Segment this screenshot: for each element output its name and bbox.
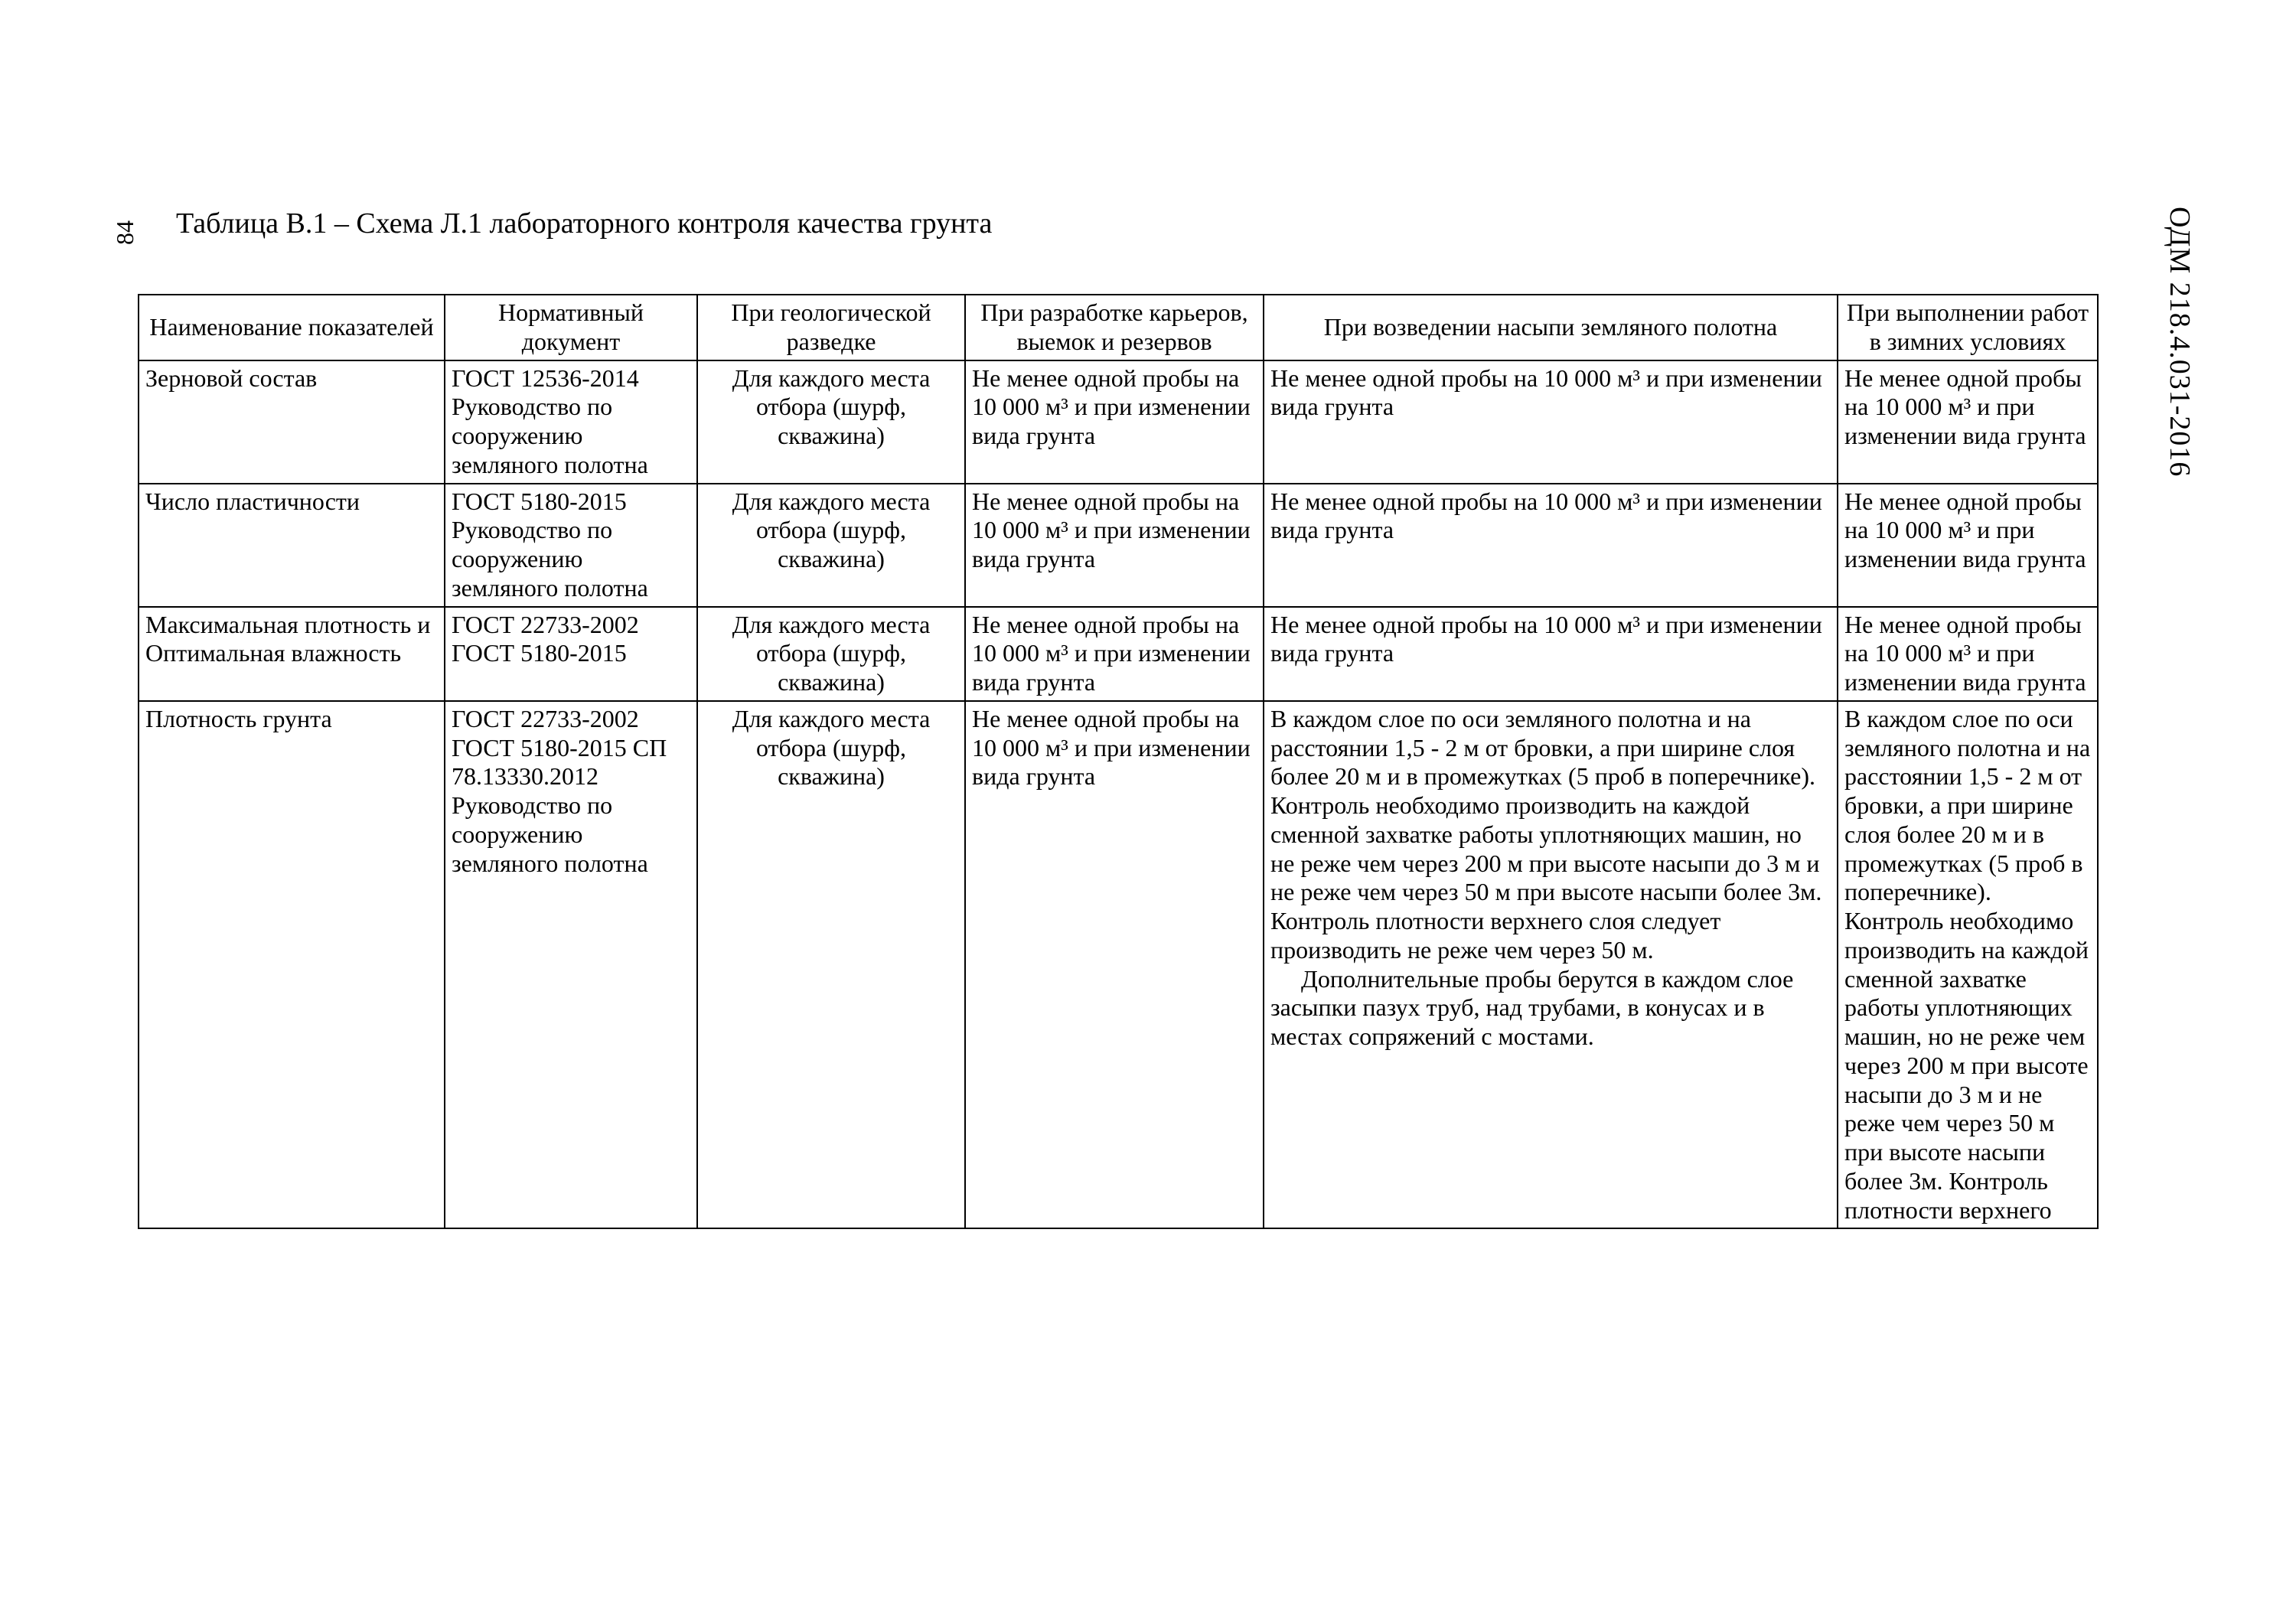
col-header-winter: При выполнении работ в зимних условиях <box>1838 295 2098 360</box>
table-row: Зерновой состав ГОСТ 12536-2014 Руководс… <box>139 360 2098 484</box>
cell-name: Число пластичности <box>139 484 445 607</box>
page-content: Таблица В.1 – Схема Л.1 лабораторного ко… <box>138 207 2112 1229</box>
cell-normdoc: ГОСТ 22733-2002 ГОСТ 5180-2015 СП 78.133… <box>445 701 697 1229</box>
cell-name: Плотность грунта <box>139 701 445 1229</box>
cell-quarry: Не менее одной пробы на 10 000 м³ и при … <box>965 484 1264 607</box>
table-row: Число пластичности ГОСТ 5180-2015 Руково… <box>139 484 2098 607</box>
table-title: Таблица В.1 – Схема Л.1 лабораторного ко… <box>176 207 2112 240</box>
col-header-embankment: При возведении насыпи земляного полотна <box>1264 295 1838 360</box>
page-number: 84 <box>111 220 139 245</box>
quality-control-table: Наименование показателей Нормативный док… <box>138 294 2099 1229</box>
col-header-name: Наименование показателей <box>139 295 445 360</box>
table-row: Плотность грунта ГОСТ 22733-2002 ГОСТ 51… <box>139 701 2098 1229</box>
cell-embankment: Не менее одной пробы на 10 000 м³ и при … <box>1264 607 1838 701</box>
cell-embankment-p2: Дополнительные пробы берутся в каждом сл… <box>1270 965 1831 1052</box>
document-id: ОДМ 218.4.031-2016 <box>2163 207 2197 477</box>
cell-quarry: Не менее одной пробы на 10 000 м³ и при … <box>965 607 1264 701</box>
col-header-normdoc: Нормативный документ <box>445 295 697 360</box>
cell-quarry: Не менее одной пробы на 10 000 м³ и при … <box>965 701 1264 1229</box>
cell-normdoc: ГОСТ 22733-2002 ГОСТ 5180-2015 <box>445 607 697 701</box>
cell-embankment: В каждом слое по оси земляного полотна и… <box>1264 701 1838 1229</box>
col-header-geo: При геологической разведке <box>697 295 965 360</box>
cell-name: Зерновой состав <box>139 360 445 484</box>
col-header-quarry: При разработке карьеров, выемок и резерв… <box>965 295 1264 360</box>
cell-geo: Для каждого места отбора (шурф, скважина… <box>697 607 965 701</box>
cell-name: Максимальная плотность и Оптимальная вла… <box>139 607 445 701</box>
cell-winter: Не менее одной пробы на 10 000 м³ и при … <box>1838 484 2098 607</box>
cell-winter: Не менее одной пробы на 10 000 м³ и при … <box>1838 360 2098 484</box>
cell-winter: В каждом слое по оси земляного полотна и… <box>1838 701 2098 1229</box>
table-row: Максимальная плотность и Оптимальная вла… <box>139 607 2098 701</box>
cell-geo: Для каждого места отбора (шурф, скважина… <box>697 360 965 484</box>
cell-winter: Не менее одной пробы на 10 000 м³ и при … <box>1838 607 2098 701</box>
cell-geo: Для каждого места отбора (шурф, скважина… <box>697 701 965 1229</box>
cell-geo: Для каждого места отбора (шурф, скважина… <box>697 484 965 607</box>
cell-embankment-p1: В каждом слое по оси земляного полотна и… <box>1270 705 1831 965</box>
cell-normdoc: ГОСТ 12536-2014 Руководство по сооружени… <box>445 360 697 484</box>
cell-normdoc: ГОСТ 5180-2015 Руководство по сооружению… <box>445 484 697 607</box>
cell-embankment: Не менее одной пробы на 10 000 м³ и при … <box>1264 360 1838 484</box>
cell-quarry: Не менее одной пробы на 10 000 м³ и при … <box>965 360 1264 484</box>
table-header-row: Наименование показателей Нормативный док… <box>139 295 2098 360</box>
cell-embankment: Не менее одной пробы на 10 000 м³ и при … <box>1264 484 1838 607</box>
